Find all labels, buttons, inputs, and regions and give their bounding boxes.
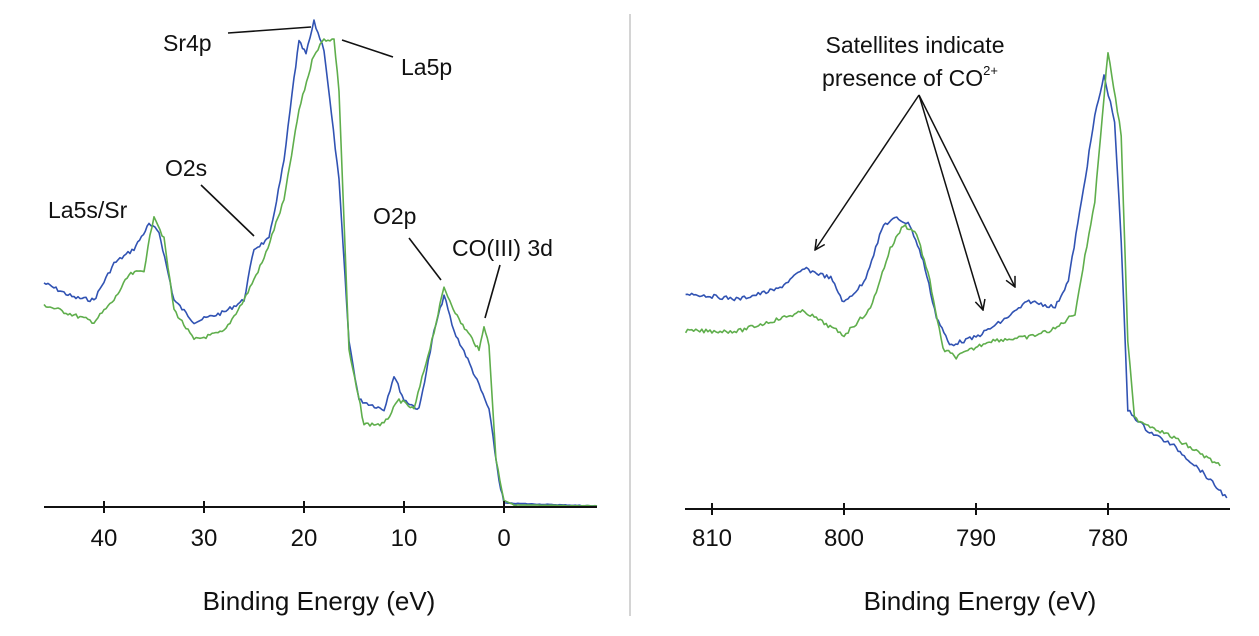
x-tick-label: 10 <box>391 525 418 552</box>
annotation-leader-la5p <box>341 39 394 58</box>
annotation-sr4p: Sr4p <box>163 30 212 56</box>
annotation-arrow-3 <box>918 94 1015 287</box>
annotation-satellites-line1: Satellites indicate <box>826 32 1005 58</box>
x-tick-label: 800 <box>824 525 864 552</box>
spectrum-series-green <box>684 51 1221 467</box>
x-tick-label: 40 <box>91 525 118 552</box>
annotation-o2s: O2s <box>165 155 207 181</box>
x-tick-label: 780 <box>1088 525 1128 552</box>
annotation-la5s-sr: La5s/Sr <box>48 197 128 223</box>
annotation-satellites-superscript: 2+ <box>983 63 998 78</box>
annotation-o2p: O2p <box>373 203 416 229</box>
x-tick-label: 810 <box>692 525 732 552</box>
annotation-la5p: La5p <box>401 54 452 80</box>
spectrum-series-blue <box>43 19 598 507</box>
annotation-satellites-line2: presence of CO2+ <box>822 63 998 91</box>
annotation-leader-o2s <box>200 184 255 237</box>
annotation-co-iii-3d: CO(III) 3d <box>452 235 553 261</box>
x-tick-label: 30 <box>191 525 218 552</box>
spectrum-series-blue <box>685 74 1228 499</box>
x-tick-label: 0 <box>497 525 510 552</box>
x-tick-label: 20 <box>291 525 318 552</box>
annotation-leader-co3d <box>484 264 501 319</box>
x-axis-title: Binding Energy (eV) <box>864 586 1097 616</box>
annotation-satellites-text: presence of CO <box>822 65 983 91</box>
annotation-leader-o2p <box>408 237 442 281</box>
annotation-arrow-2 <box>918 94 983 310</box>
annotation-leader-sr4p <box>227 26 312 34</box>
spectrum-series-green <box>43 38 598 507</box>
annotation-arrow-1 <box>815 94 920 250</box>
x-axis-title: Binding Energy (eV) <box>203 586 436 616</box>
valence-band-chart: 40 30 20 10 0 Binding Energy (eV) Sr4p La5p … <box>43 19 598 616</box>
x-tick-label: 790 <box>956 525 996 552</box>
co2p-chart: 810 800 790 780 Binding Energy (eV) Satelli… <box>684 32 1230 616</box>
